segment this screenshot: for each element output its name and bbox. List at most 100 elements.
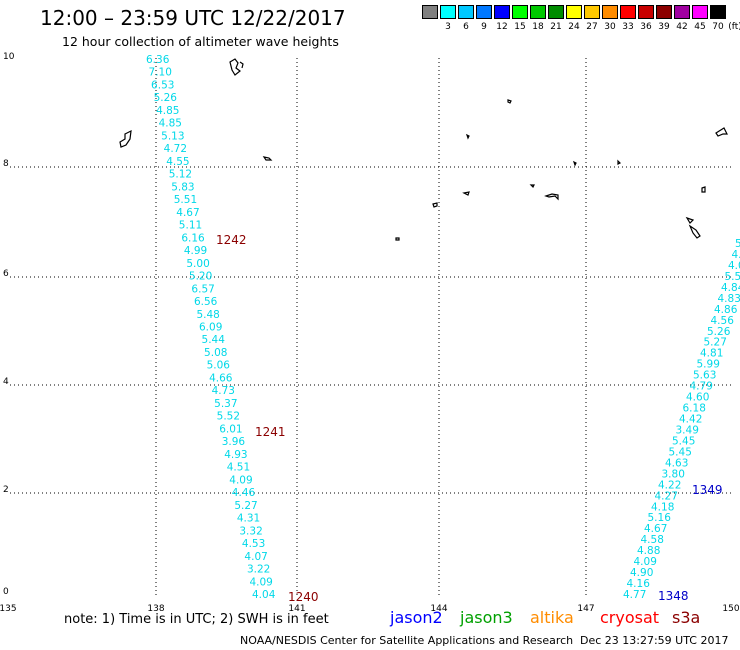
wave-height-value: 4.09: [249, 576, 272, 588]
lon-tick-label: 150: [722, 604, 739, 614]
pass-number-label: 1241: [255, 425, 286, 439]
wave-height-value: 5.08: [204, 347, 227, 359]
island: [617, 159, 622, 165]
wave-height-value: 4.56: [711, 315, 735, 327]
legend-label: 27: [586, 22, 598, 32]
legend-label: 39: [658, 22, 670, 32]
legend-label: 6: [463, 22, 469, 32]
lat-tick-label: 6: [3, 269, 9, 279]
lat-tick-label: 8: [3, 159, 9, 169]
wave-height-value: 5.63: [693, 370, 716, 382]
island: [465, 133, 470, 140]
wave-height-value: 5.16: [648, 512, 672, 524]
pass-number-label: 1349: [692, 483, 723, 497]
legend-swatch: [656, 5, 672, 19]
wave-height-value: 4.04: [252, 589, 276, 601]
legend-label: 18: [532, 22, 544, 32]
wave-height-value: 4.09: [229, 474, 252, 486]
wave-height-value: 4.72: [164, 143, 187, 155]
island: [715, 127, 728, 137]
wave-height-value: 5.48: [196, 309, 219, 321]
island: [432, 202, 438, 208]
wave-height-value: 5.51: [174, 194, 197, 206]
island: [119, 129, 132, 148]
satellite-name: jason2: [390, 608, 443, 627]
wave-height-value: 4.18: [651, 501, 674, 513]
lat-lon-grid: 135 138 141 144 147 150 0 2 4 6 8 10: [0, 52, 740, 614]
wave-height-value: 6.18: [683, 403, 706, 415]
wave-height-value: 6.36: [146, 54, 170, 66]
wave-height-value: 6.56: [194, 296, 218, 308]
wave-height-value: 6.53: [151, 79, 174, 91]
wave-height-value: 5.26: [707, 326, 731, 338]
legend-swatch: [692, 5, 708, 19]
legend-swatch: [422, 5, 438, 19]
wave-height-value: 4.63: [665, 457, 688, 469]
legend-label: 30: [604, 22, 616, 32]
wave-height-value: 4.85: [159, 118, 182, 130]
credit-line: NOAA/NESDIS Center for Satellite Applica…: [240, 634, 574, 647]
island: [507, 99, 512, 104]
wave-height-value: 4.22: [658, 479, 681, 491]
lat-tick-label: 10: [3, 52, 15, 62]
legend-swatch: [602, 5, 618, 19]
legend-label: 3: [445, 22, 451, 32]
wave-height-value: 4.46: [232, 487, 256, 499]
legend-swatch: [458, 5, 474, 19]
legend-unit: (ft): [728, 22, 740, 32]
wave-height-value: 5.83: [171, 181, 194, 193]
island: [529, 184, 535, 189]
lat-tick-label: 0: [3, 587, 9, 597]
wave-height-value: 4.42: [679, 414, 702, 426]
island: [262, 156, 273, 161]
west-track: 6.367.106.535.264.854.855.134.724.555.12…: [146, 54, 276, 601]
wave-height-value: 6.16: [181, 232, 205, 244]
island: [544, 193, 559, 201]
wave-height-value: 5.5: [725, 271, 740, 283]
satellite-name: jason3: [460, 608, 513, 627]
pass-number-label: 1348: [658, 589, 689, 603]
wave-height-value: 3.80: [662, 468, 685, 480]
wave-height-value: 4.51: [227, 462, 250, 474]
legend-label: 33: [622, 22, 634, 32]
legend-swatch: [476, 5, 492, 19]
island: [701, 186, 706, 193]
wave-height-value: 4.66: [209, 372, 233, 384]
lon-tick-label: 147: [577, 604, 594, 614]
wave-height-value: 5.13: [161, 130, 184, 142]
wave-height-value: 5.27: [234, 500, 257, 512]
lon-tick-label: 141: [288, 604, 305, 614]
wave-height-value: 4.: [732, 249, 740, 261]
wave-height-value: 4.67: [176, 207, 199, 219]
legend-label: 45: [694, 22, 706, 32]
wave-height-value: 6.01: [219, 423, 242, 435]
wave-height-value: 4.99: [184, 245, 207, 257]
wave-height-value: 5.11: [179, 220, 202, 232]
legend-label: 42: [676, 22, 688, 32]
wave-height-value: 4.79: [690, 381, 713, 393]
wave-height-value: 4.86: [714, 304, 738, 316]
pass-number-label: 1240: [288, 590, 319, 604]
wave-height-value: 5.99: [697, 359, 720, 371]
wave-height-value: 4.31: [237, 513, 260, 525]
wave-height-value: 4.90: [630, 567, 653, 579]
legend-swatch: [620, 5, 636, 19]
legend-swatch: [674, 5, 690, 19]
island: [685, 216, 701, 239]
wave-height-value: 4.07: [244, 551, 267, 563]
wave-height-value: 4.60: [686, 392, 709, 404]
wave-height-value: 4.09: [634, 556, 657, 568]
lat-tick-label: 4: [3, 377, 9, 387]
wave-height-value: 5.20: [189, 271, 212, 283]
legend-swatch: [512, 5, 528, 19]
wave-height-value: 5.45: [672, 435, 695, 447]
wave-height-value: 4.84: [721, 282, 740, 294]
legend-swatch: [566, 5, 582, 19]
wave-height-value: 4.16: [627, 578, 651, 590]
wave-height-value: 3.96: [222, 436, 246, 448]
wave-height-value: 5.27: [704, 337, 727, 349]
wave-height-value: 4.53: [242, 538, 265, 550]
legend-swatch: [494, 5, 510, 19]
legend-swatch: [638, 5, 654, 19]
island: [395, 237, 400, 241]
